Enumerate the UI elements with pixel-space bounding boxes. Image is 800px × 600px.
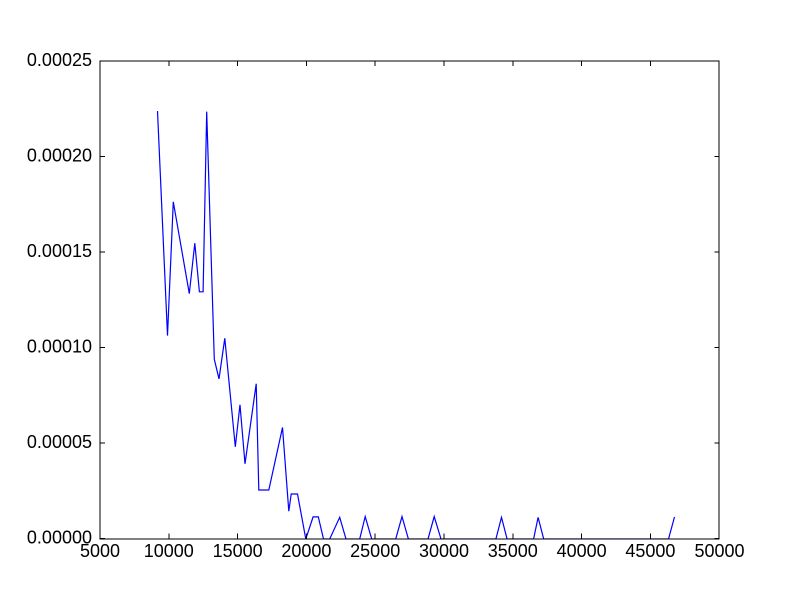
- svg-text:0.00000: 0.00000: [27, 528, 92, 548]
- svg-text:0.00005: 0.00005: [27, 432, 92, 452]
- svg-text:25000: 25000: [350, 541, 400, 561]
- svg-text:15000: 15000: [213, 541, 263, 561]
- svg-text:45000: 45000: [625, 541, 675, 561]
- svg-text:50000: 50000: [694, 541, 744, 561]
- svg-text:0.00010: 0.00010: [27, 336, 92, 356]
- svg-text:40000: 40000: [557, 541, 607, 561]
- svg-text:0.00020: 0.00020: [27, 145, 92, 165]
- svg-text:0.00015: 0.00015: [27, 241, 92, 261]
- svg-text:20000: 20000: [281, 541, 331, 561]
- svg-text:30000: 30000: [419, 541, 469, 561]
- svg-text:0.00025: 0.00025: [27, 50, 92, 70]
- svg-text:10000: 10000: [144, 541, 194, 561]
- svg-text:35000: 35000: [488, 541, 538, 561]
